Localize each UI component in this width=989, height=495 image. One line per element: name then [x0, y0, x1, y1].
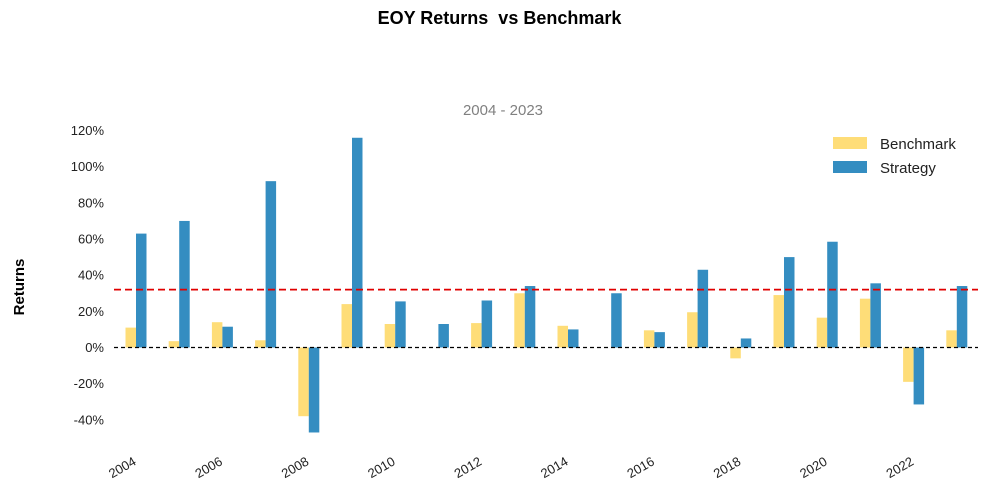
- x-tick-label: 2018: [711, 454, 744, 481]
- y-tick-label: 120%: [71, 123, 105, 138]
- x-tick-label: 2016: [624, 454, 657, 481]
- bar-strategy-2012: [481, 300, 493, 348]
- y-tick-label: 0%: [85, 340, 104, 355]
- legend-swatch-benchmark: [833, 137, 867, 149]
- x-tick-label: 2006: [192, 454, 225, 481]
- bar-strategy-2010: [395, 301, 406, 348]
- bar-strategy-2020: [827, 241, 838, 348]
- bar-benchmark-2009: [341, 304, 352, 348]
- x-tick-label: 2008: [279, 454, 312, 481]
- bars-group: [125, 137, 968, 433]
- y-tick-label: -40%: [74, 412, 105, 427]
- bar-benchmark-2005: [168, 341, 180, 348]
- bar-benchmark-2022: [903, 347, 914, 382]
- bar-strategy-2017: [697, 269, 709, 348]
- x-axis-ticks: 2004 2006 2008 2010 2012 2014 2016 2018 2020 2022: [106, 454, 916, 481]
- bar-strategy-2019: [784, 257, 795, 348]
- bar-strategy-2009: [352, 137, 363, 348]
- bar-strategy-2008: [308, 347, 320, 433]
- y-tick-label: 60%: [78, 232, 104, 247]
- legend-label-benchmark: Benchmark: [880, 136, 956, 153]
- bar-benchmark-2008: [298, 347, 309, 417]
- bar-benchmark-2020: [816, 317, 828, 348]
- bar-strategy-2004: [136, 233, 147, 348]
- x-tick-label: 2010: [365, 454, 398, 481]
- bar-benchmark-2007: [255, 340, 266, 348]
- legend-label-strategy: Strategy: [880, 160, 936, 177]
- chart-subtitle: 2004 - 2023: [463, 102, 543, 119]
- y-axis-ticks: -40% -20% 0% 20% 40% 60% 80% 100% 120%: [71, 123, 105, 427]
- bar-benchmark-2023: [946, 330, 957, 348]
- bar-strategy-2006: [222, 326, 233, 348]
- bar-strategy-2011: [438, 324, 449, 348]
- x-tick-label: 2022: [884, 454, 917, 481]
- x-tick-label: 2020: [797, 454, 830, 481]
- y-tick-label: 40%: [78, 268, 104, 283]
- x-tick-label: 2004: [106, 454, 139, 481]
- bar-strategy-2007: [265, 181, 277, 348]
- legend-swatch-strategy: [833, 161, 867, 173]
- bar-benchmark-2016: [643, 330, 655, 348]
- bar-strategy-2022: [913, 347, 925, 405]
- bar-strategy-2018: [740, 338, 752, 348]
- bar-benchmark-2010: [384, 324, 396, 348]
- bar-benchmark-2013: [514, 293, 525, 348]
- bar-benchmark-2017: [687, 312, 698, 348]
- bar-benchmark-2014: [557, 325, 568, 348]
- y-tick-label: 80%: [78, 195, 104, 210]
- bar-strategy-2013: [524, 286, 536, 348]
- bar-strategy-2023: [956, 286, 968, 348]
- reference-lines: [114, 288, 978, 349]
- bar-benchmark-2021: [859, 298, 871, 348]
- bar-strategy-2021: [870, 283, 881, 348]
- bar-benchmark-2019: [773, 295, 784, 348]
- y-tick-label: 100%: [71, 159, 105, 174]
- y-tick-label: 20%: [78, 304, 104, 319]
- legend: Benchmark Strategy: [833, 136, 956, 177]
- bar-benchmark-2006: [211, 322, 223, 348]
- x-tick-label: 2012: [452, 454, 485, 481]
- bar-benchmark-2018: [730, 347, 741, 359]
- x-tick-label: 2014: [538, 454, 571, 481]
- bar-strategy-2015: [611, 293, 622, 348]
- bar-strategy-2005: [179, 220, 190, 348]
- bar-benchmark-2012: [471, 323, 482, 348]
- bar-strategy-2016: [654, 332, 665, 348]
- bar-strategy-2014: [568, 329, 579, 348]
- y-tick-label: -20%: [74, 376, 105, 391]
- chart-title: EOY Returns vs Benchmark: [377, 8, 622, 28]
- bar-benchmark-2004: [125, 327, 136, 348]
- y-axis-label: Returns: [11, 259, 28, 316]
